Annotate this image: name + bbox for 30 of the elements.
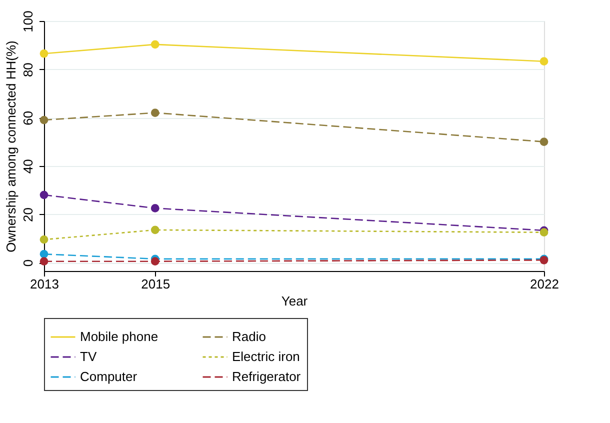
y-tick-label: 100 (20, 10, 36, 32)
y-tick-label: 20 (20, 208, 36, 222)
y-tick-label: 0 (20, 259, 36, 267)
point (540, 138, 548, 146)
point (40, 257, 48, 266)
y-axis-title: Ownership among connected HH(%) (4, 40, 18, 252)
legend-label: Radio (232, 329, 266, 344)
x-tick-label: 2015 (141, 276, 170, 292)
point (40, 190, 48, 200)
point (40, 250, 48, 258)
legend-label: Computer (80, 369, 138, 384)
point (150, 204, 160, 212)
legend-label: TV (80, 349, 97, 364)
y-tick-label: 60 (20, 110, 36, 126)
legend-label: Mobile phone (80, 329, 158, 344)
point (150, 108, 160, 117)
y-tick-label: 80 (20, 62, 36, 78)
point (40, 116, 48, 124)
point (150, 226, 160, 234)
x-axis-title: Year (281, 294, 308, 308)
y-tick-label: 40 (20, 159, 36, 174)
point (40, 235, 48, 244)
point (540, 57, 548, 66)
point (150, 40, 160, 49)
point (40, 49, 48, 58)
x-tick-label: 2013 (30, 276, 59, 292)
legend-label: Refrigerator (232, 369, 302, 384)
x-tick-label: 2022 (530, 276, 559, 292)
point (150, 257, 160, 266)
legend-label: Electric iron (232, 349, 300, 364)
